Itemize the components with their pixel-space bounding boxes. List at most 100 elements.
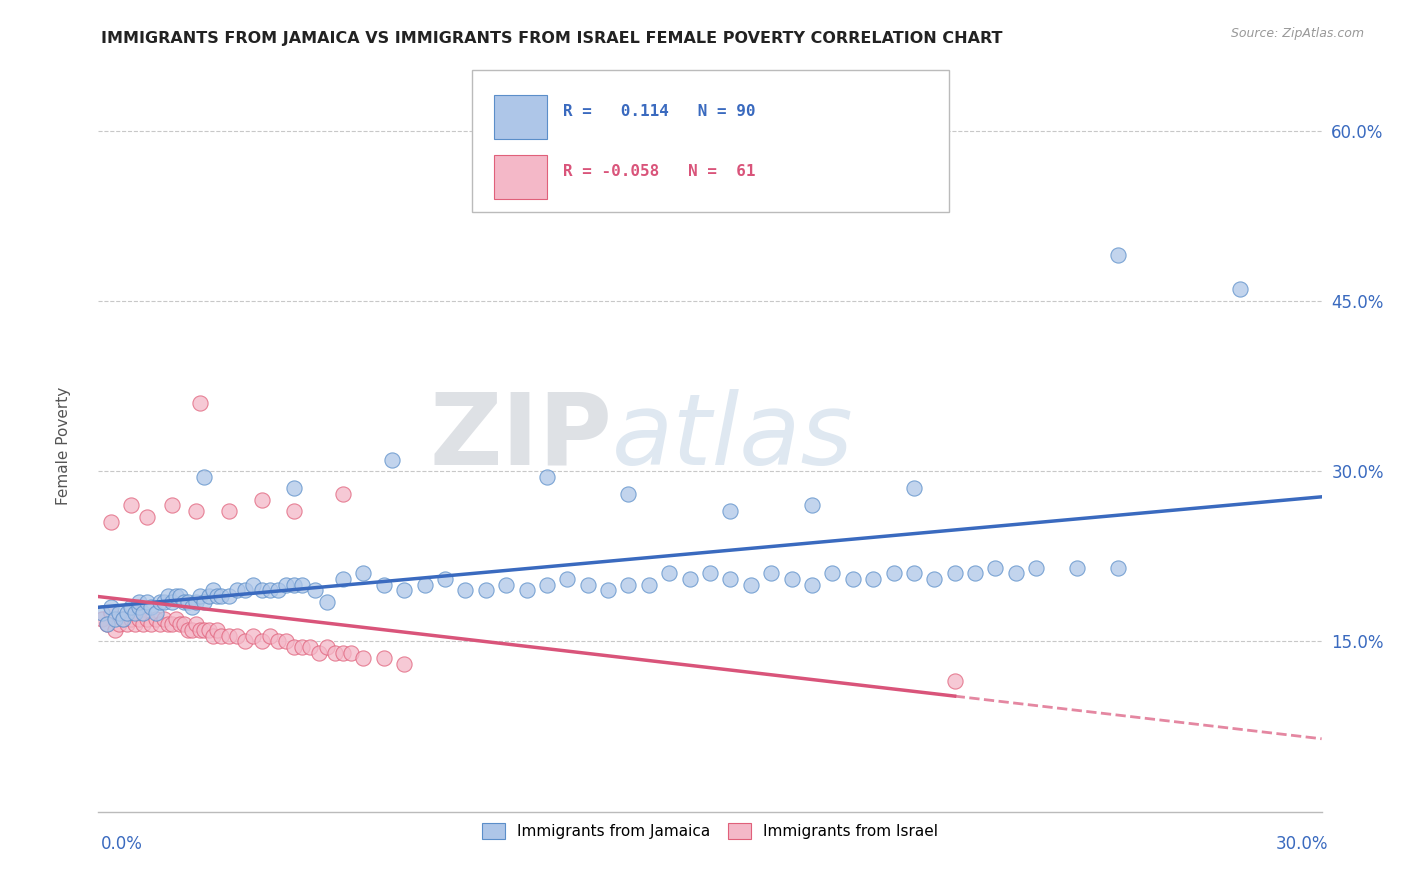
Point [392,583,416,598]
Point [193,595,215,609]
Point [259,583,281,598]
Point [718,504,742,518]
Point [152,612,174,626]
Point [658,566,681,581]
Point [96,617,118,632]
Point [104,623,127,637]
Point [413,577,436,591]
Point [242,577,264,591]
Point [128,600,150,615]
Point [100,606,122,620]
Point [283,640,305,654]
Point [132,606,155,620]
Point [193,623,215,637]
Point [250,634,273,648]
Text: Female Poverty: Female Poverty [56,387,70,505]
Point [186,617,208,632]
Legend: Immigrants from Jamaica, Immigrants from Israel: Immigrants from Jamaica, Immigrants from… [475,817,945,846]
Point [145,612,167,626]
Point [291,577,314,591]
Point [903,481,925,495]
Point [965,566,987,581]
Point [209,629,232,643]
Point [173,617,195,632]
Point [108,606,131,620]
Point [780,572,803,586]
Point [903,566,925,581]
Point [1107,560,1129,574]
Point [1066,560,1088,574]
Point [299,640,322,654]
Point [120,498,142,512]
Point [801,498,824,512]
Point [474,583,498,598]
Point [169,589,191,603]
Point [141,617,163,632]
Point [883,566,905,581]
Point [250,492,273,507]
Point [283,481,305,495]
Point [218,589,240,603]
Point [259,629,281,643]
Point [128,595,150,609]
Point [91,606,114,620]
Point [160,498,183,512]
Point [205,589,228,603]
Point [136,612,159,626]
Point [218,504,240,518]
Text: 30.0%: 30.0% [1277,835,1329,853]
Point [434,572,457,586]
Point [283,504,305,518]
Point [218,629,240,643]
Point [943,674,966,689]
Point [1004,566,1026,581]
Point [984,560,1007,574]
Point [740,577,762,591]
Point [108,617,131,632]
FancyBboxPatch shape [494,95,547,139]
Point [165,589,187,603]
Point [173,595,195,609]
Text: 0.0%: 0.0% [101,835,143,853]
Point [104,612,127,626]
Point [226,629,249,643]
Point [177,595,200,609]
Point [128,606,150,620]
Point [115,617,138,632]
Point [332,646,354,660]
Point [156,589,179,603]
Point [922,572,945,586]
Point [128,612,150,626]
Point [1025,560,1047,574]
Point [136,509,159,524]
Point [160,595,183,609]
Point [352,566,374,581]
Point [761,566,783,581]
Text: ZIP: ZIP [429,389,612,485]
Point [96,617,118,632]
Point [291,640,314,654]
Point [381,452,404,467]
Point [340,646,363,660]
Point [679,572,702,586]
Point [149,595,172,609]
Point [943,566,966,581]
Point [91,612,114,626]
Text: IMMIGRANTS FROM JAMAICA VS IMMIGRANTS FROM ISRAEL FEMALE POVERTY CORRELATION CHA: IMMIGRANTS FROM JAMAICA VS IMMIGRANTS FR… [101,31,1002,46]
Point [115,606,138,620]
Point [188,589,212,603]
Point [274,577,297,591]
Point [120,600,142,615]
Point [233,634,256,648]
Point [169,617,191,632]
Point [188,396,212,410]
Point [699,566,721,581]
Point [267,634,290,648]
Point [124,606,146,620]
Point [181,623,204,637]
Point [226,583,249,598]
Point [132,617,155,632]
Point [315,595,337,609]
Point [177,623,200,637]
Point [141,600,163,615]
